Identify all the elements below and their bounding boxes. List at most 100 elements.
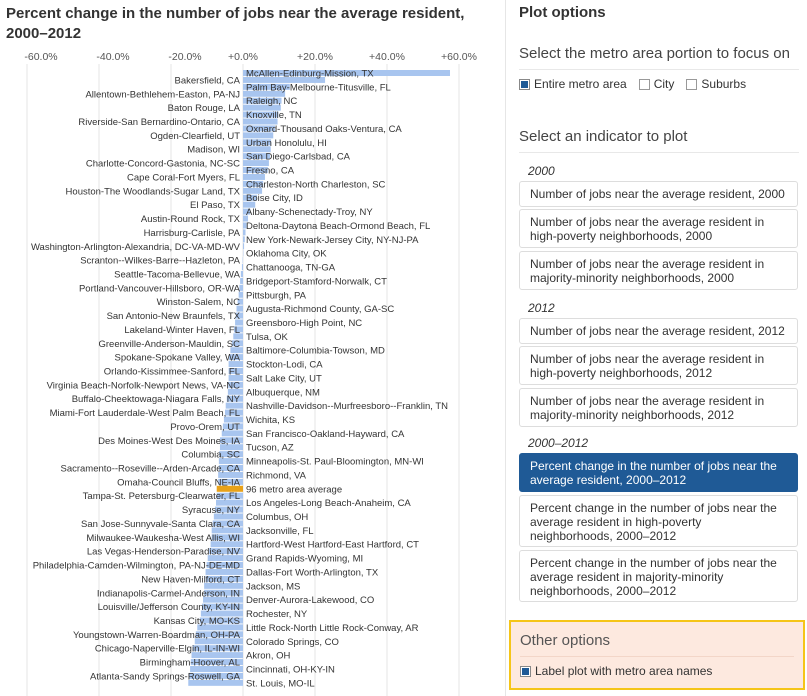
bar-label: Youngstown-Warren-Boardman, OH-PA [73, 630, 241, 641]
bar-label: Portland-Vancouver-Hillsboro, OR-WA [79, 283, 241, 294]
indicator-button[interactable]: Number of jobs near the average resident… [519, 346, 798, 385]
bar [205, 575, 243, 582]
bar-label: New York-Newark-Jersey City, NY-NJ-PA [246, 235, 419, 246]
checkbox-city[interactable]: City [638, 77, 674, 91]
indicator-button[interactable]: Percent change in the number of jobs nea… [519, 495, 798, 547]
group-year-2000: 2000 [528, 164, 555, 178]
bar-label: Oklahoma City, OK [246, 249, 327, 260]
bar-label: Bridgeport-Stamford-Norwalk, CT [246, 276, 387, 287]
bar [201, 603, 243, 610]
bar-label: Buffalo-Cheektowaga-Niagara Falls, NY [72, 394, 241, 405]
bar-label: Albuquerque, NM [246, 387, 320, 398]
bar-label: Virginia Beach-Norfolk-Newport News, VA-… [47, 380, 241, 391]
bar [207, 555, 243, 562]
bar [234, 326, 243, 333]
bar-label: Rochester, NY [246, 609, 308, 620]
bar [243, 153, 270, 160]
bar-label: Greensboro-High Point, NC [246, 318, 362, 329]
bar [240, 270, 243, 277]
bar-label: Augusta-Richmond County, GA-SC [246, 304, 394, 315]
bar-label: Minneapolis-St. Paul-Bloomington, MN-WI [246, 457, 424, 468]
bar-label: Charlotte-Concord-Gastonia, NC-SC [86, 159, 240, 170]
x-tick-label: +0.0% [228, 51, 258, 63]
indicator-button[interactable]: Number of jobs near the average resident… [519, 251, 798, 290]
bar [204, 589, 243, 596]
bar-label: New Haven-Milford, CT [141, 574, 240, 585]
bar [191, 652, 243, 659]
bar-label: Deltona-Daytona Beach-Ormond Beach, FL [246, 221, 430, 232]
x-tick-label: +20.0% [297, 51, 333, 63]
indicator-button[interactable]: Number of jobs near the average resident… [519, 388, 798, 427]
bar [211, 534, 243, 541]
bar-label: Spokane-Spokane Valley, WA [114, 353, 240, 364]
bar-label: Kansas City, MO-KS [154, 616, 240, 627]
bar [243, 243, 245, 250]
bar [214, 506, 243, 513]
bar-label: Columbia, SC [181, 450, 240, 461]
bar-label: Oxnard-Thousand Oaks-Ventura, CA [246, 124, 402, 135]
checkbox-unchecked-icon[interactable] [686, 78, 698, 90]
bar-label: Winston-Salem, NC [157, 297, 241, 308]
bar-label: Salt Lake City, UT [246, 373, 322, 384]
bar-label: Philadelphia-Camden-Wilmington, PA-NJ-DE… [33, 561, 240, 572]
bar-label: Fresno, CA [246, 166, 295, 177]
bar [238, 291, 243, 298]
bar [243, 111, 279, 118]
checkbox-checked-icon[interactable] [519, 78, 530, 90]
bar [243, 208, 251, 215]
bar-label: Chattanooga, TN-GA [246, 263, 336, 274]
bar-label: Richmond, VA [246, 470, 307, 481]
bar-label: Urban Honolulu, HI [246, 138, 327, 149]
bar-label: Bakersfield, CA [175, 75, 241, 86]
bar-label: Cape Coral-Fort Myers, FL [127, 172, 240, 183]
bar [228, 354, 243, 361]
portion-heading: Select the metro area portion to focus o… [519, 45, 799, 70]
bar [243, 173, 265, 180]
bar-label: Syracuse, NY [182, 505, 241, 516]
bar-label: San Jose-Sunnyvale-Santa Clara, CA [81, 519, 241, 530]
bar [205, 568, 243, 575]
bar-label: El Paso, TX [190, 200, 241, 211]
bar [199, 617, 243, 624]
bar [230, 347, 243, 354]
group-year-2012: 2012 [528, 301, 555, 315]
checkbox-entire-metro[interactable]: Entire metro area [519, 77, 627, 91]
bar [194, 638, 243, 645]
checkbox-suburbs[interactable]: Suburbs [686, 77, 746, 91]
other-options-panel: Other options Label plot with metro area… [509, 620, 805, 690]
bar [243, 146, 271, 153]
bar-label: Pittsburgh, PA [246, 290, 307, 301]
bar [218, 478, 243, 485]
bar-label: San Diego-Carlsbad, CA [246, 152, 351, 163]
bar-label: Austin-Round Rock, TX [141, 214, 241, 225]
bar [216, 492, 243, 499]
bar-label: Tucson, AZ [246, 443, 294, 454]
bar [243, 139, 272, 146]
bar [243, 83, 290, 90]
indicator-button[interactable]: Percent change in the number of jobs nea… [519, 550, 798, 602]
group-year-2000-2012: 2000–2012 [528, 436, 589, 450]
checkbox-label-plot[interactable]: Label plot with metro area names [520, 664, 712, 678]
bar [235, 319, 243, 326]
bar [190, 659, 243, 666]
checkbox-checked-icon[interactable] [520, 665, 531, 677]
bar [225, 402, 243, 409]
bar-label: Louisville/Jefferson County, KY-IN [98, 602, 241, 613]
bar-label: Birmingham-Hoover, AL [140, 658, 240, 669]
indicator-button-selected[interactable]: Percent change in the number of jobs nea… [519, 453, 798, 492]
bar-label: Jacksonville, FL [246, 526, 314, 537]
bar [206, 562, 243, 569]
bar-label: San Antonio-New Braunfels, TX [107, 311, 241, 322]
bar-label: Lakeland-Winter Haven, FL [124, 325, 240, 336]
bar [243, 118, 278, 125]
bar-label: San Francisco-Oakland-Hayward, CA [246, 429, 405, 440]
bar [243, 180, 264, 187]
checkbox-unchecked-icon[interactable] [638, 78, 650, 90]
bar [225, 409, 243, 416]
indicator-button[interactable]: Number of jobs near the average resident… [519, 181, 798, 207]
indicator-button[interactable]: Number of jobs near the average resident… [519, 209, 798, 248]
indicator-button[interactable]: Number of jobs near the average resident… [519, 318, 798, 344]
bar-label: Seattle-Tacoma-Bellevue, WA [114, 269, 241, 280]
bar [190, 665, 243, 672]
bar-label: Stockton-Lodi, CA [246, 360, 323, 371]
